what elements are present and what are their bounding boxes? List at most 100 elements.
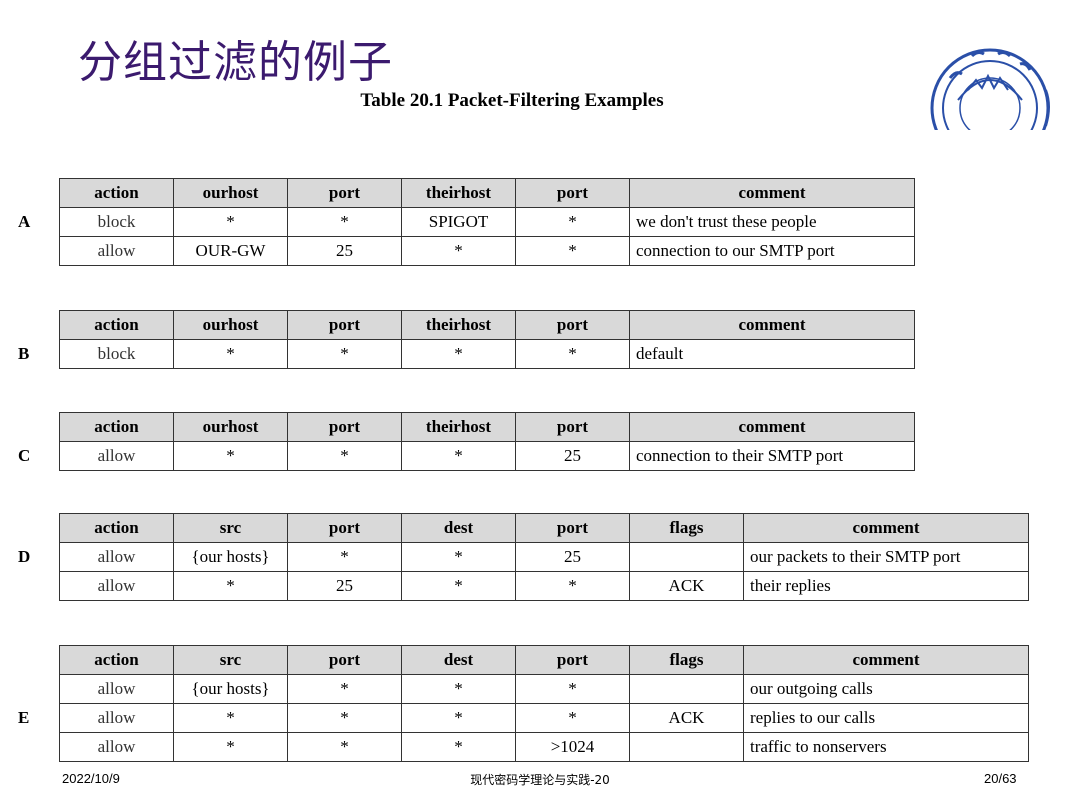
column-header: port xyxy=(287,310,402,340)
column-header: ourhost xyxy=(173,412,288,442)
table-row: allow * 25 * * ACK their replies xyxy=(59,571,1029,601)
table-cell: * xyxy=(515,339,630,369)
table-cell: allow xyxy=(59,542,174,572)
column-header: action xyxy=(59,513,174,543)
column-header: dest xyxy=(401,645,516,675)
table-row: allow * * * * ACK replies to our calls xyxy=(59,703,1029,733)
column-header: port xyxy=(515,178,630,208)
table-cell: * xyxy=(401,236,516,266)
column-header: port xyxy=(515,412,630,442)
table-cell: * xyxy=(401,571,516,601)
rule-set-label: A xyxy=(18,212,31,231)
table-cell xyxy=(629,542,744,572)
footer-date: 2022/10/9 xyxy=(62,771,120,786)
rule-set-label: B xyxy=(18,344,30,363)
rule-table-e: action src port dest port flags comment allow {o… xyxy=(59,645,1029,762)
table-cell: 25 xyxy=(287,571,402,601)
rule-set-label: E xyxy=(18,708,30,727)
table-cell: allow xyxy=(59,703,174,733)
table-cell: * xyxy=(515,236,630,266)
column-header: flags xyxy=(629,645,744,675)
table-cell xyxy=(629,674,744,704)
comment-cell: connection to their SMTP port xyxy=(629,441,915,471)
table-row: allow {our hosts} * * * our outgoing calls xyxy=(59,674,1029,704)
table-cell: ACK xyxy=(629,703,744,733)
column-header: port xyxy=(287,645,402,675)
table-cell: * xyxy=(173,703,288,733)
table-cell: * xyxy=(515,207,630,237)
table-header-row: action ourhost port theirhost port comment xyxy=(59,178,915,208)
rule-table-b: action ourhost port theirhost port comment blo… xyxy=(59,310,915,369)
table-cell: * xyxy=(173,441,288,471)
comment-cell: default xyxy=(629,339,915,369)
table-header-row: action ourhost port theirhost port comment xyxy=(59,310,915,340)
table-cell: * xyxy=(401,542,516,572)
table-cell xyxy=(629,732,744,762)
column-header: comment xyxy=(743,645,1029,675)
column-header: port xyxy=(515,645,630,675)
column-header: port xyxy=(287,178,402,208)
table-row: allow * * * 25 connection to their SMTP port xyxy=(59,441,915,471)
table-cell: * xyxy=(173,571,288,601)
table-cell: * xyxy=(515,571,630,601)
table-cell: ACK xyxy=(629,571,744,601)
slide-title: 分组过滤的例子 xyxy=(78,37,393,88)
column-header: theirhost xyxy=(401,412,516,442)
comment-cell: our outgoing calls xyxy=(743,674,1029,704)
table-cell: * xyxy=(287,542,402,572)
column-header: port xyxy=(287,513,402,543)
table-cell: allow xyxy=(59,732,174,762)
table-cell: SPIGOT xyxy=(401,207,516,237)
table-row: block * * SPIGOT * we don't trust these peopl… xyxy=(59,207,915,237)
table-cell: 25 xyxy=(515,441,630,471)
table-cell: * xyxy=(401,339,516,369)
column-header: ourhost xyxy=(173,178,288,208)
column-header: action xyxy=(59,645,174,675)
column-header: action xyxy=(59,178,174,208)
column-header: port xyxy=(287,412,402,442)
table-row: allow * * * >1024 traffic to nonservers xyxy=(59,732,1029,762)
column-header: ourhost xyxy=(173,310,288,340)
column-header: comment xyxy=(629,178,915,208)
column-header: theirhost xyxy=(401,178,516,208)
column-header: port xyxy=(515,310,630,340)
table-cell: * xyxy=(401,441,516,471)
column-header: comment xyxy=(629,412,915,442)
column-header: src xyxy=(173,645,288,675)
column-header: action xyxy=(59,310,174,340)
table-cell: * xyxy=(287,703,402,733)
table-cell: block xyxy=(59,207,174,237)
comment-cell: traffic to nonservers xyxy=(743,732,1029,762)
rule-table-d: action src port dest port flags comment allow {o… xyxy=(59,513,1029,601)
table-row: allow OUR-GW 25 * * connection to our SMTP po… xyxy=(59,236,915,266)
table-cell: allow xyxy=(59,674,174,704)
rule-table-a: action ourhost port theirhost port comment blo… xyxy=(59,178,915,266)
table-cell: * xyxy=(515,703,630,733)
table-cell: allow xyxy=(59,236,174,266)
table-cell: * xyxy=(401,703,516,733)
table-cell: * xyxy=(287,732,402,762)
column-header: flags xyxy=(629,513,744,543)
table-cell: * xyxy=(287,207,402,237)
table-row: allow {our hosts} * * 25 our packets to their… xyxy=(59,542,1029,572)
table-cell: allow xyxy=(59,441,174,471)
column-header: dest xyxy=(401,513,516,543)
rule-table-c: action ourhost port theirhost port comment all… xyxy=(59,412,915,471)
table-header-row: action src port dest port flags comment xyxy=(59,513,1029,543)
table-cell: {our hosts} xyxy=(173,542,288,572)
table-cell: 25 xyxy=(515,542,630,572)
rule-set-label: D xyxy=(18,547,31,566)
table-cell: * xyxy=(173,339,288,369)
comment-cell: we don't trust these people xyxy=(629,207,915,237)
table-row: block * * * * default xyxy=(59,339,915,369)
table-header-row: action ourhost port theirhost port comment xyxy=(59,412,915,442)
table-caption: Table 20.1 Packet-Filtering Examples xyxy=(360,90,664,111)
table-cell: block xyxy=(59,339,174,369)
table-cell: >1024 xyxy=(515,732,630,762)
footer-page-number: 20/63 xyxy=(984,771,1017,786)
column-header: theirhost xyxy=(401,310,516,340)
comment-cell: replies to our calls xyxy=(743,703,1029,733)
comment-cell: our packets to their SMTP port xyxy=(743,542,1029,572)
table-cell: {our hosts} xyxy=(173,674,288,704)
comment-cell: connection to our SMTP port xyxy=(629,236,915,266)
